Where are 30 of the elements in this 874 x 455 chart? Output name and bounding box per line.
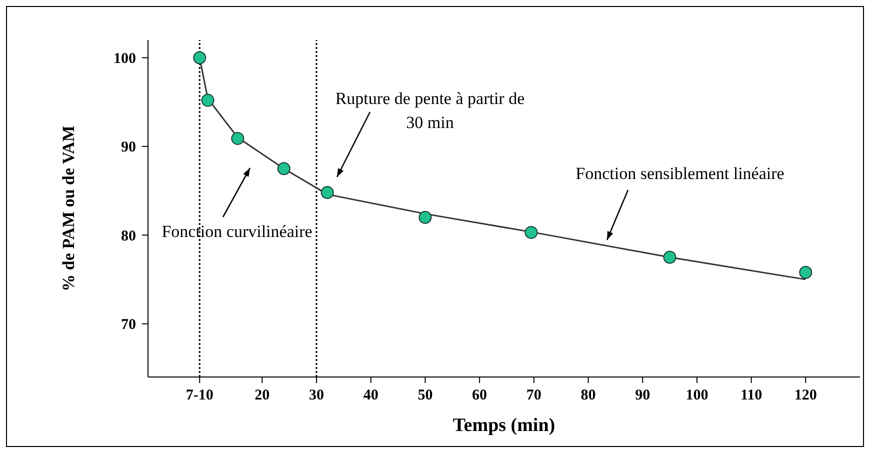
x-tick-label: 100 xyxy=(686,388,708,404)
point xyxy=(277,162,290,176)
y-tick-label: 80 xyxy=(121,228,136,244)
x-tick-label: 40 xyxy=(363,388,378,404)
x-tick-label: 50 xyxy=(418,388,433,404)
x-tick-label: 70 xyxy=(526,388,542,404)
y-tick-label: 100 xyxy=(114,51,136,68)
x-tick-label: 80 xyxy=(580,388,596,404)
point xyxy=(201,94,214,107)
annotation: Fonction sensiblement linéaire xyxy=(576,164,784,183)
y-axis-title: % de PAM ou de VAM xyxy=(59,126,78,292)
x-tick-label: 30 xyxy=(308,388,324,404)
y-tick-label: 90 xyxy=(121,140,136,156)
y-tick-label: 70 xyxy=(121,317,136,334)
point xyxy=(193,51,206,64)
x-axis-title: Temps (min) xyxy=(452,415,556,436)
point xyxy=(524,226,538,239)
point xyxy=(799,266,812,279)
x-tick-label: 110 xyxy=(740,388,762,404)
x-tick-label: 20 xyxy=(254,388,270,404)
point xyxy=(320,186,334,200)
point xyxy=(418,210,432,224)
annotation: Rupture de pente à partir de 30 min xyxy=(335,88,525,132)
x-tick-label: 60 xyxy=(472,388,488,404)
point xyxy=(663,250,676,264)
x-tick-label: 120 xyxy=(794,388,817,404)
x-tick-label: 90 xyxy=(635,388,650,404)
x-tick-label: 7-10 xyxy=(186,388,214,404)
point xyxy=(231,132,244,145)
annotation: Fonction curvilinéaire xyxy=(162,222,312,241)
